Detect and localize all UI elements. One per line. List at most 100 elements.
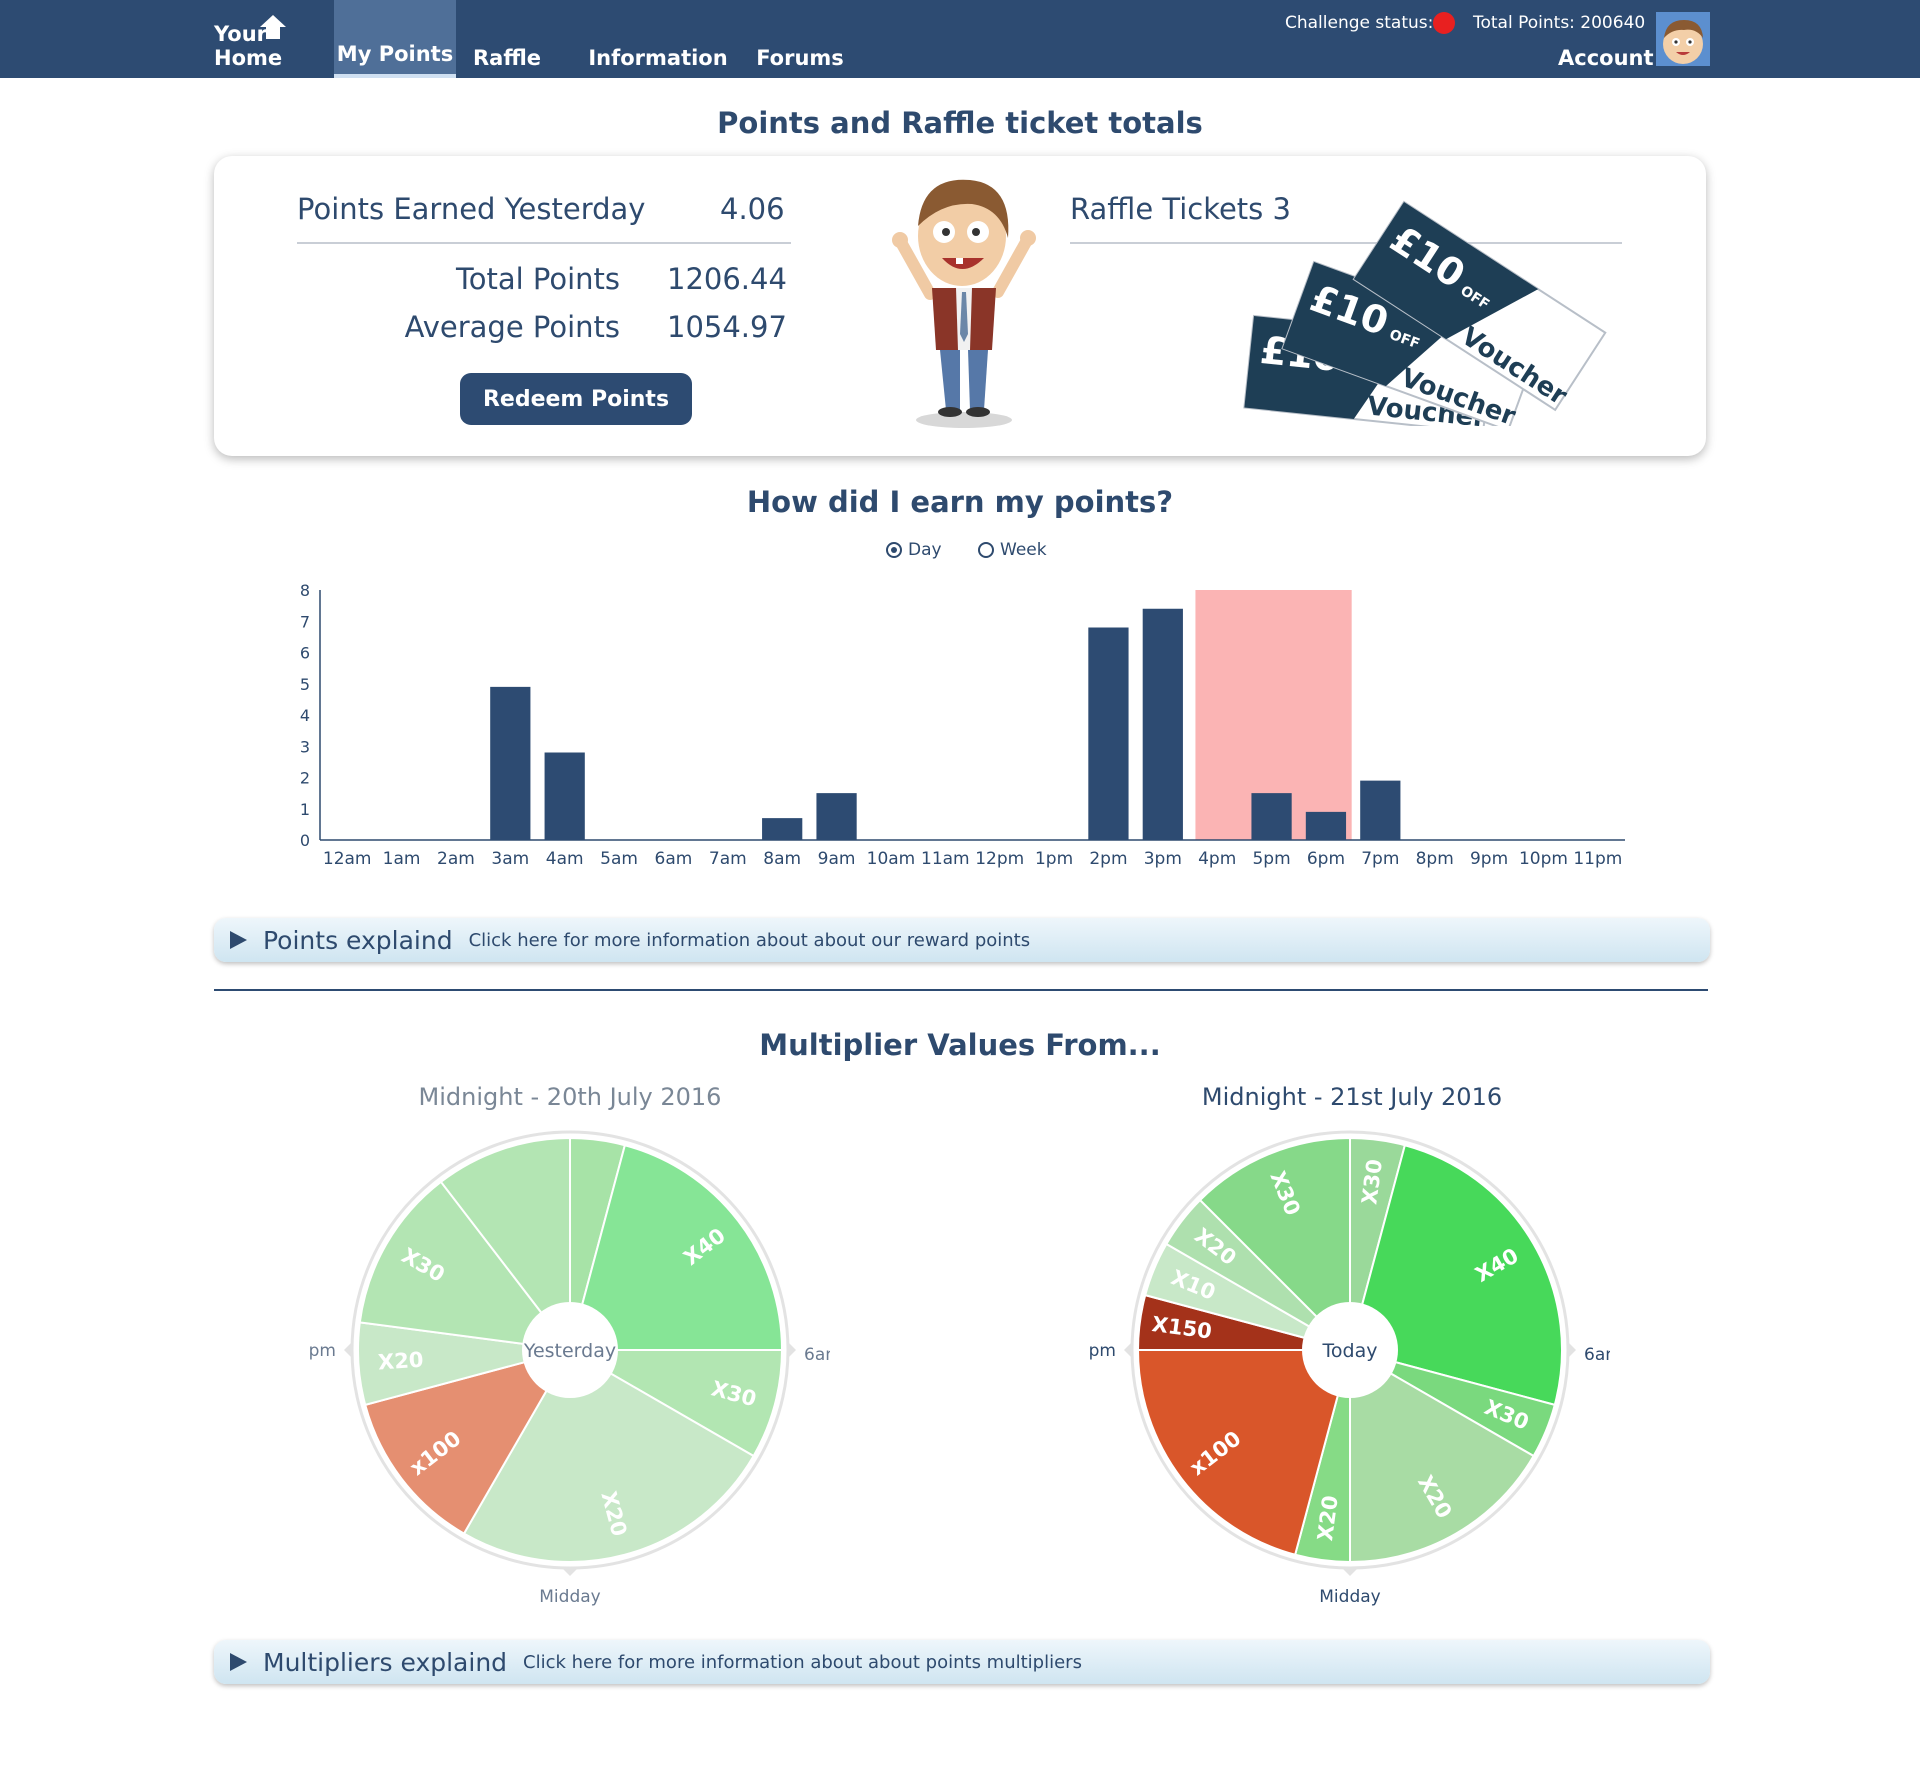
y-tick-label: 1 (300, 800, 310, 819)
highlight-band (1195, 590, 1352, 840)
y-tick-label: 7 (300, 612, 310, 631)
chart-bar-9am[interactable] (816, 793, 857, 840)
average-points-label: Average Points (404, 310, 620, 344)
clock-notch (562, 1568, 578, 1576)
radio-week-option[interactable]: Week (978, 540, 1047, 560)
x-tick-label: 4am (546, 849, 584, 869)
multiplier-label: X20 (1313, 1494, 1343, 1542)
clock-notch (1568, 1342, 1576, 1358)
top-navbar: Your Home My Points Raffle Information F… (0, 0, 1920, 78)
multiplier-segment[interactable] (462, 1348, 755, 1563)
x-tick-label: 12am (323, 849, 372, 869)
multiplier-segment[interactable] (1349, 1348, 1535, 1564)
x-tick-label: 4pm (1198, 849, 1236, 869)
nav-item-forums[interactable]: Forums (752, 0, 848, 78)
points-earned-yesterday-value: 4.06 (720, 192, 785, 226)
raffle-divider (1070, 242, 1622, 244)
multiplier-segment[interactable] (566, 1349, 784, 1458)
multiplier-segment[interactable] (1348, 1143, 1563, 1407)
y-tick-label: 2 (300, 769, 310, 788)
nav-item-information[interactable]: Information (588, 0, 728, 78)
chart-bar-3pm[interactable] (1142, 608, 1183, 840)
earn-title: How did I earn my points? (746, 485, 1174, 519)
multiplier-segment[interactable] (358, 1180, 573, 1352)
challenge-status-indicator (1433, 12, 1455, 34)
stats-divider (297, 242, 791, 244)
multiplier-segment[interactable] (1198, 1136, 1351, 1353)
x-tick-label: 8pm (1416, 849, 1454, 869)
expand-arrow-icon (230, 1653, 247, 1671)
x-tick-label: 2am (437, 849, 475, 869)
nav-item-my-points[interactable]: My Points (334, 0, 456, 78)
clock-label-6am: 6am (804, 1345, 830, 1365)
expand-arrow-icon (230, 931, 247, 949)
y-tick-label: 4 (300, 706, 310, 725)
clock-center-label: Today (1322, 1340, 1378, 1362)
raffle-voucher-stack: £10 OFF Voucher £10 OFF Voucher £10 OFF … (1243, 200, 1607, 426)
multiplier-segment[interactable] (439, 1136, 571, 1353)
x-tick-label: 11pm (1573, 849, 1622, 869)
avatar[interactable] (1656, 12, 1710, 66)
today-multiplier-clock: X30X40X30X20X20x100X150X10X20X30Today6pm… (1090, 1130, 1610, 1607)
clock-label-6am: 6am (1584, 1345, 1610, 1365)
points-explain-bar[interactable]: Points explaind Click here for more info… (214, 918, 1710, 962)
y-tick-label: 3 (300, 737, 310, 756)
multipliers-explain-description: Click here for more information about ab… (523, 1651, 1082, 1673)
yesterday-multiplier-clock: X40X30X20x100X20X30Yesterday6pm6amMidday (310, 1130, 830, 1607)
radio-day-option[interactable]: Day (886, 540, 942, 560)
totals-title: Points and Raffle ticket totals (717, 106, 1203, 140)
average-points-value: 1054.97 (667, 310, 787, 344)
clock-label-6pm: 6pm (310, 1341, 336, 1361)
radio-week-button[interactable] (978, 542, 994, 558)
clock-center (522, 1302, 618, 1398)
home-icon (260, 15, 286, 39)
multiplier-segment[interactable] (1136, 1349, 1352, 1557)
clock-center (1302, 1302, 1398, 1398)
nav-item-label: Raffle (472, 46, 542, 70)
multiplier-segment[interactable] (568, 1143, 784, 1351)
x-tick-label: 1pm (1035, 849, 1073, 869)
totals-panel: Points Earned Yesterday 4.06 Total Point… (214, 156, 1706, 456)
x-tick-label: 10pm (1519, 849, 1568, 869)
nav-item-label: Information (588, 46, 728, 70)
radio-week-label: Week (1000, 540, 1047, 560)
nav-item-label: My Points (336, 42, 454, 66)
multipliers-explain-bar[interactable]: Multipliers explaind Click here for more… (214, 1640, 1710, 1684)
x-tick-label: 11am (921, 849, 970, 869)
today-pie-heading: Midnight - 21st July 2016 (1201, 1083, 1503, 1111)
points-earned-yesterday-label: Points Earned Yesterday (297, 192, 646, 226)
avatar-face-icon (1663, 20, 1703, 64)
chart-bar-6pm[interactable] (1305, 811, 1347, 840)
x-tick-label: 1am (383, 849, 421, 869)
x-tick-label: 9am (818, 849, 856, 869)
x-tick-label: 6am (655, 849, 693, 869)
yesterday-pie-heading: Midnight - 20th July 2016 (418, 1083, 722, 1111)
chart-bar-2pm[interactable] (1088, 627, 1129, 841)
multiplier-segment[interactable] (363, 1348, 573, 1535)
clock-center-label: Yesterday (523, 1340, 616, 1362)
x-tick-label: 5pm (1252, 849, 1290, 869)
nav-item-your-home[interactable]: Your Home (214, 0, 332, 78)
points-explain-description: Click here for more information about ab… (468, 929, 1031, 951)
radio-day-label: Day (908, 540, 942, 560)
chart-bar-7pm[interactable] (1360, 780, 1401, 840)
clock-label-6pm: 6pm (1090, 1341, 1116, 1361)
total-points-label: Total Points (455, 262, 620, 296)
x-tick-label: 8am (763, 849, 801, 869)
nav-item-raffle[interactable]: Raffle (462, 0, 552, 78)
multiplier-label: X30 (1357, 1158, 1387, 1206)
x-tick-label: 7am (709, 849, 747, 869)
chart-bar-4am[interactable] (544, 752, 585, 841)
chart-bar-8am[interactable] (762, 818, 803, 840)
total-points-value: 1206.44 (667, 262, 787, 296)
y-tick-label: 8 (300, 581, 310, 600)
y-tick-label: 5 (300, 675, 310, 694)
chart-bar-5pm[interactable] (1251, 793, 1292, 840)
chart-bar-3am[interactable] (490, 686, 531, 840)
x-tick-label: 7pm (1361, 849, 1399, 869)
radio-day-button[interactable] (886, 542, 902, 558)
nav-item-label: Your Home (214, 22, 283, 70)
account-link[interactable]: Account (1558, 46, 1654, 70)
clock-notch (344, 1342, 352, 1358)
redeem-points-button[interactable]: Redeem Points (460, 373, 692, 425)
